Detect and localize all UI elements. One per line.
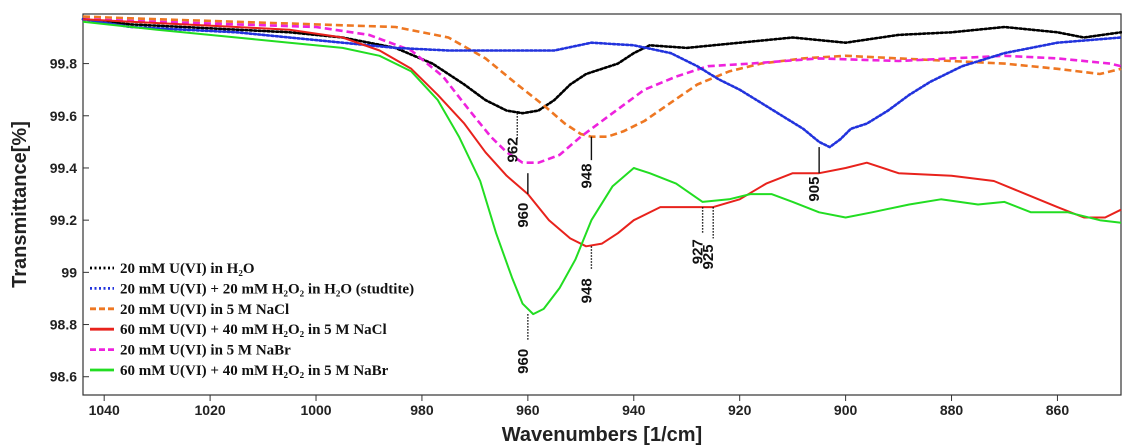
legend-label: 20 mM U(VI) in H₂O: [120, 261, 255, 277]
series-line-2: [81, 17, 1122, 149]
x-tick-label: 1040: [89, 402, 120, 418]
x-tick-label: 920: [728, 402, 752, 418]
annotation-label: 960: [515, 349, 532, 374]
y-tick-label: 99.6: [50, 108, 77, 124]
series-line-6: [82, 20, 1122, 316]
x-tick-label: 900: [834, 402, 858, 418]
series-line-5: [82, 17, 1122, 164]
legend: 20 mM U(VI) in H₂O 20 mM U(VI) + 20 mM H₂…: [90, 261, 414, 379]
plot-frame: [82, 13, 1122, 396]
x-axis: 1040 1020 1000 980 960 940 920 900 880 860: [89, 395, 1070, 418]
y-tick-label: 99: [61, 264, 77, 280]
annotation-label: 962: [504, 137, 521, 162]
y-tick-label: 99.8: [50, 56, 77, 72]
annotation-label: 905: [806, 177, 823, 202]
y-tick-label: 99.2: [50, 212, 77, 228]
annotation-label: 948: [578, 278, 595, 303]
y-tick-label: 99.4: [50, 160, 77, 176]
annotation-label: 948: [578, 163, 595, 188]
x-axis-title: Wavenumbers [1/cm]: [502, 424, 702, 446]
annotation-label: 925: [700, 244, 717, 269]
x-tick-label: 980: [410, 402, 434, 418]
y-axis-title: Transmittance[%]: [9, 121, 31, 288]
x-tick-label: 880: [940, 402, 964, 418]
legend-label: 20 mM U(VI) + 20 mM H₂O₂ in H₂O (studtit…: [120, 281, 414, 297]
x-tick-label: 1000: [300, 402, 331, 418]
y-axis: 98.6 98.8 99 99.2 99.4 99.6 99.8: [50, 56, 89, 385]
x-tick-label: 940: [622, 402, 646, 418]
legend-label: 20 mM U(VI) in 5 M NaCl: [120, 302, 289, 318]
annotation-label: 960: [515, 203, 532, 228]
x-tick-label: 860: [1046, 402, 1070, 418]
x-tick-label: 1020: [195, 402, 226, 418]
series-line-3: [82, 15, 1122, 138]
annotation-label: 927: [690, 239, 707, 264]
series-line-4: [82, 18, 1122, 248]
y-tick-label: 98.8: [50, 317, 77, 333]
legend-label: 20 mM U(VI) in 5 M NaBr: [120, 343, 291, 359]
series-layer: [81, 15, 1122, 316]
legend-label: 60 mM U(VI) + 40 mM H₂O₂ in 5 M NaBr: [120, 363, 389, 379]
x-tick-label: 960: [516, 402, 540, 418]
legend-label: 60 mM U(VI) + 40 mM H₂O₂ in 5 M NaCl: [120, 322, 387, 338]
y-tick-label: 98.6: [50, 369, 77, 385]
